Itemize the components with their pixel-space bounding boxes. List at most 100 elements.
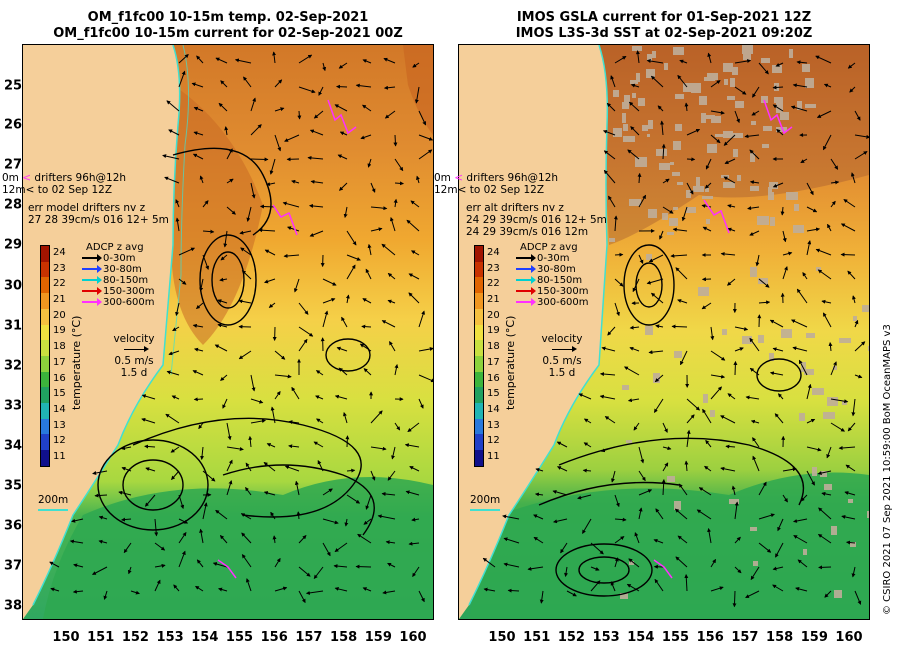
colorbar-tick: 16 [487, 372, 500, 384]
cloud-pixel [750, 267, 757, 277]
cloud-pixel [707, 73, 718, 80]
current-arrow [154, 518, 159, 537]
current-vectors [49, 51, 433, 604]
colorbar-tick: 17 [487, 356, 500, 368]
cloud-pixel [653, 373, 660, 383]
colorbar-tick: 11 [487, 451, 500, 463]
current-arrow [408, 541, 420, 546]
current-arrow [178, 518, 189, 524]
left-title-line2: OM_f1fc00 10-15m current for 02-Sep-2021… [53, 26, 403, 41]
current-arrow [710, 386, 722, 400]
current-arrow [313, 441, 324, 448]
current-arrow [601, 346, 616, 352]
current-arrow [394, 181, 404, 186]
current-arrow [154, 563, 166, 568]
current-arrow [614, 536, 625, 544]
current-arrow [626, 583, 640, 592]
current-arrow [166, 370, 180, 376]
current-arrow [815, 55, 832, 64]
cloud-pixel [705, 187, 709, 192]
current-arrow [165, 413, 180, 424]
current-arrow [238, 350, 252, 360]
cloud-pixel [774, 97, 783, 103]
cloud-pixel [758, 278, 768, 284]
current-arrow [362, 59, 372, 64]
legend-swatch [82, 298, 102, 306]
current-arrow [338, 62, 348, 69]
current-arrow [613, 215, 618, 232]
current-arrow [367, 243, 372, 256]
current-arrow [590, 580, 601, 592]
cloud-pixel [816, 267, 821, 271]
current-arrow [777, 518, 784, 532]
current-arrow [269, 158, 276, 175]
current-arrow [193, 397, 204, 402]
current-arrow [734, 326, 749, 331]
current-arrow [822, 134, 832, 151]
current-arrow [410, 200, 420, 208]
current-arrow [196, 55, 204, 64]
current-arrow [582, 468, 592, 473]
current-arrow [343, 206, 348, 219]
current-arrow [199, 278, 204, 292]
left-colorbar [40, 245, 50, 467]
current-arrow [583, 418, 592, 424]
cloud-pixel [867, 511, 869, 518]
current-arrow [217, 323, 228, 328]
x-tick: 150 [488, 630, 516, 645]
cloud-pixel [686, 207, 696, 213]
current-arrow [850, 172, 856, 184]
y-tick: 36 [4, 518, 23, 534]
current-arrow [162, 154, 180, 160]
current-arrow [274, 350, 286, 360]
current-arrow [336, 346, 348, 352]
current-arrow [145, 467, 156, 472]
current-arrow [272, 51, 277, 64]
current-arrow [274, 134, 282, 152]
legend-label: 300-600m [103, 297, 155, 308]
current-arrow [628, 558, 640, 568]
current-arrow [220, 254, 228, 261]
current-arrow [313, 110, 324, 119]
cloud-pixel [750, 527, 757, 531]
cloud-pixel [647, 134, 650, 137]
cloud-pixel [693, 186, 704, 192]
current-arrow [387, 272, 396, 280]
current-arrow [226, 206, 236, 215]
current-arrow [720, 466, 736, 472]
current-arrow [264, 249, 276, 256]
drifters-line2: to 02 Sep 12Z [37, 184, 113, 196]
current-arrow [696, 509, 712, 520]
cloud-pixel [704, 115, 715, 119]
current-arrow [214, 344, 228, 352]
current-arrow [614, 278, 624, 287]
current-arrow [298, 302, 309, 315]
colorbar-tick: 19 [487, 325, 500, 337]
cloud-pixel [698, 287, 709, 296]
current-arrow [272, 535, 277, 544]
current-arrow [710, 350, 726, 361]
err-header: err alt drifters nv z [466, 202, 564, 214]
current-arrow [844, 491, 856, 496]
cloud-pixel [642, 125, 648, 131]
current-arrow [720, 251, 736, 256]
current-arrow [418, 134, 433, 141]
current-arrow [583, 442, 592, 448]
current-arrow [734, 59, 752, 64]
current-arrow [704, 465, 712, 472]
current-arrow [838, 445, 856, 450]
current-arrow [284, 134, 300, 142]
current-arrow [259, 204, 276, 209]
current-arrow [239, 230, 252, 235]
current-arrow [215, 509, 228, 520]
velocity-speed: 0.5 m/s [542, 355, 582, 367]
current-arrow [98, 539, 108, 544]
current-arrow [405, 490, 420, 496]
current-arrow [806, 240, 812, 256]
cloud-pixel [730, 78, 735, 87]
current-arrow [627, 398, 640, 403]
current-arrow [705, 439, 712, 448]
current-arrow [310, 179, 324, 184]
x-tick: 155 [661, 630, 690, 645]
current-arrow [370, 410, 383, 424]
